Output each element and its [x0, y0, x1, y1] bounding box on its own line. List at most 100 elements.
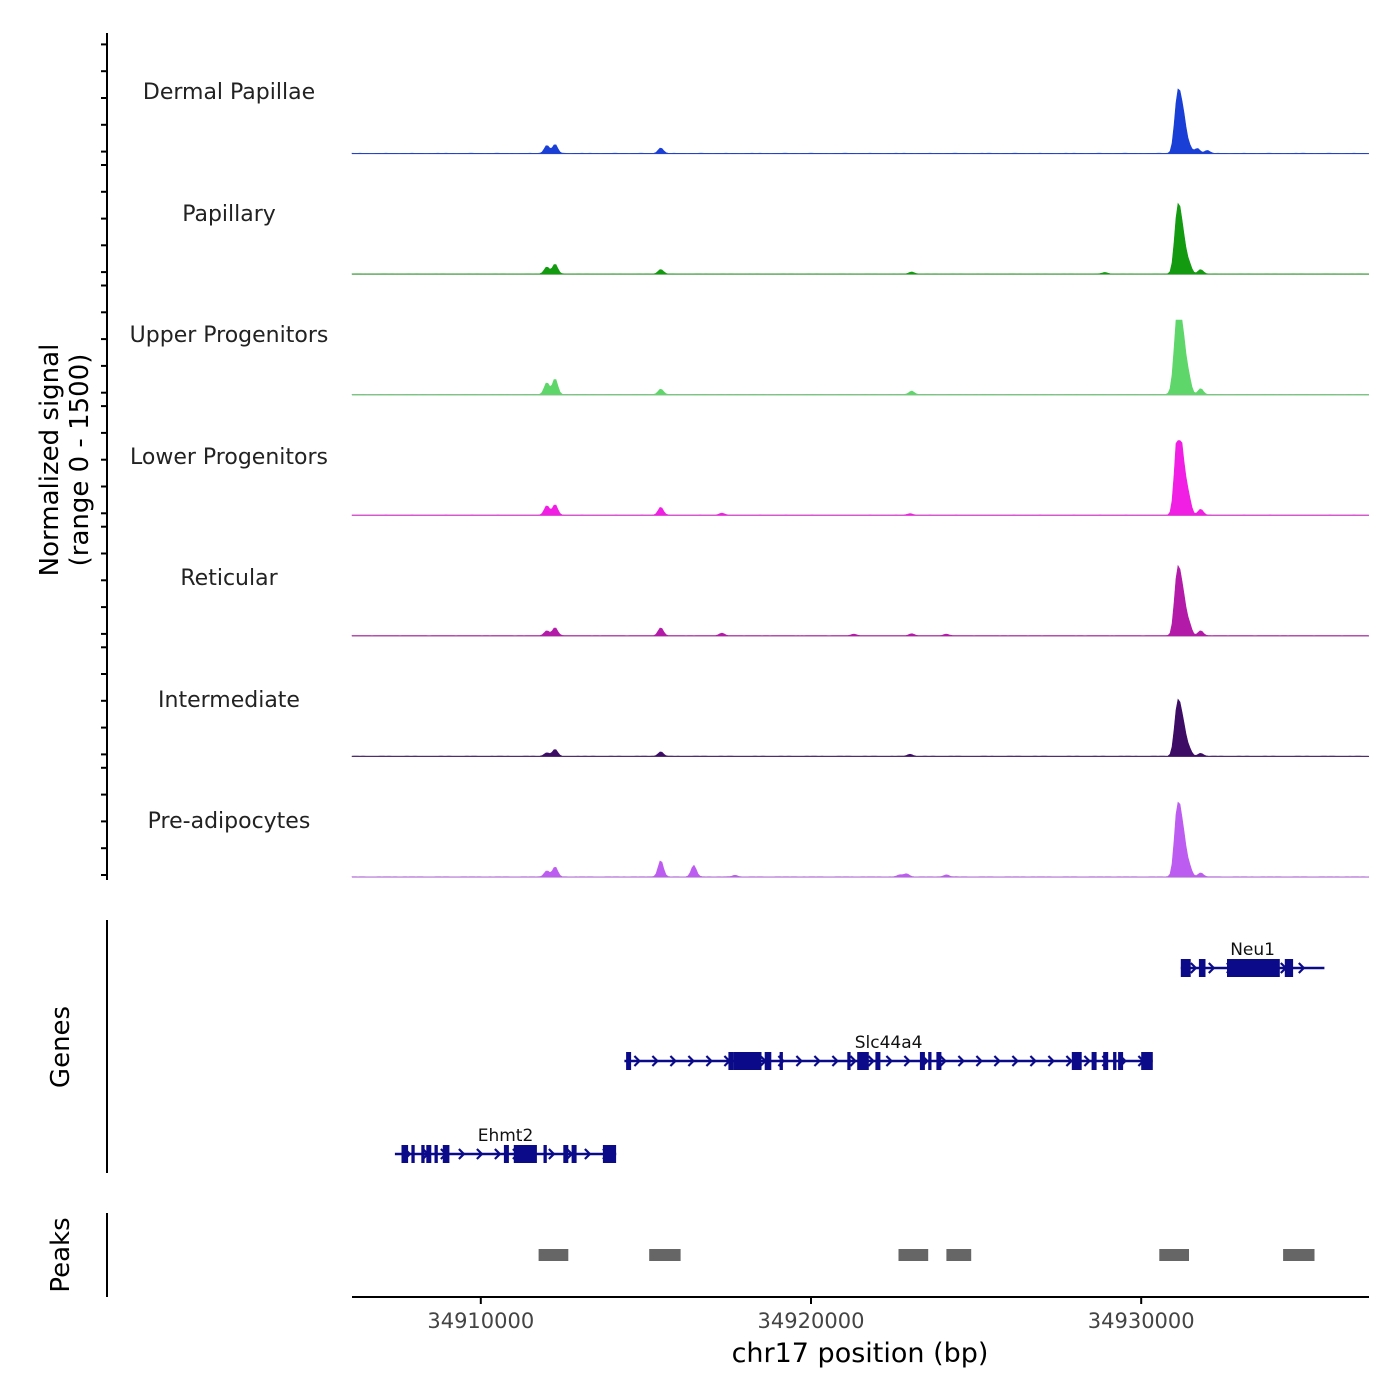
exon	[1180, 959, 1191, 977]
exon	[919, 1052, 925, 1070]
coverage-area-upper-progenitors	[351, 319, 1370, 395]
track-label-dermal-papillae: Dermal Papillae	[143, 80, 315, 105]
strand-arrow	[795, 1055, 803, 1067]
strand-arrow	[633, 1055, 641, 1067]
strand-arrow	[867, 1055, 875, 1067]
strand-arrow	[1065, 1055, 1073, 1067]
exon	[1118, 1052, 1124, 1070]
exon	[1091, 1052, 1097, 1070]
exon	[1141, 1052, 1153, 1070]
gene-slc44a4: Slc44a4	[624, 1033, 1153, 1070]
exon	[571, 1145, 577, 1163]
y-axis-title-line2: (range 0 - 1500)	[65, 354, 95, 567]
strand-arrow	[957, 1055, 965, 1067]
x-tick-label: 34930000	[1088, 1309, 1195, 1333]
genes-panel-label: Genes	[46, 1006, 76, 1088]
strand-arrow	[813, 1055, 821, 1067]
exon	[857, 1052, 869, 1070]
peak-region	[946, 1249, 972, 1261]
track-intermediate	[351, 698, 1370, 757]
gene-models: Neu1 Slc44a4 Ehmt2	[394, 940, 1325, 1163]
strand-arrow	[903, 1055, 911, 1067]
coverage-tracks	[351, 88, 1370, 878]
track-label-reticular: Reticular	[180, 566, 278, 591]
gene-label-slc44a4: Slc44a4	[855, 1033, 923, 1053]
track-dermal-papillae	[351, 88, 1370, 155]
exon	[1113, 1052, 1117, 1070]
track-label-intermediate: Intermediate	[158, 688, 300, 713]
strand-arrow	[939, 1055, 947, 1067]
track-labels: Dermal Papillae Papillary Upper Progenit…	[130, 80, 329, 834]
gene-ehmt2: Ehmt2	[394, 1126, 617, 1163]
gene-label-neu1: Neu1	[1230, 940, 1275, 960]
strand-arrow	[476, 1148, 484, 1160]
coverage-area-intermediate	[351, 698, 1370, 757]
exon	[513, 1145, 537, 1163]
strand-arrow	[975, 1055, 983, 1067]
x-axis-title: chr17 position (bp)	[732, 1338, 989, 1369]
coverage-area-papillary	[351, 202, 1370, 275]
strand-arrow	[849, 1055, 857, 1067]
track-reticular	[351, 564, 1370, 637]
strand-arrow	[1298, 962, 1306, 974]
strand-arrow	[584, 1148, 592, 1160]
exon	[626, 1052, 632, 1070]
x-tick-label: 34910000	[427, 1309, 534, 1333]
gene-neu1: Neu1	[1180, 940, 1325, 977]
strand-arrow	[548, 1148, 556, 1160]
exon	[847, 1052, 851, 1070]
track-label-lower-progenitors: Lower Progenitors	[130, 445, 328, 470]
x-axis-ticks: 34910000 34920000 34930000	[427, 1297, 1195, 1333]
exon	[728, 1052, 734, 1070]
coverage-area-lower-progenitors	[351, 440, 1370, 516]
track-upper-progenitors	[351, 319, 1370, 396]
strand-arrow	[1047, 1055, 1055, 1067]
exon	[1227, 959, 1280, 977]
exon	[1198, 959, 1206, 977]
x-tick-label: 34920000	[758, 1309, 865, 1333]
strand-arrow	[1011, 1055, 1019, 1067]
coverage-area-pre-adipocytes	[351, 801, 1370, 878]
gene-label-ehmt2: Ehmt2	[478, 1126, 534, 1146]
strand-arrow	[669, 1055, 677, 1067]
exon	[928, 1052, 932, 1070]
coverage-axis-ticks	[101, 43, 107, 876]
peak-region	[649, 1249, 681, 1261]
strand-arrow	[687, 1055, 695, 1067]
strand-arrow	[1083, 1055, 1091, 1067]
peak-region	[1159, 1249, 1189, 1261]
exon	[434, 1145, 438, 1163]
coverage-area-dermal-papillae	[351, 88, 1370, 154]
exon	[421, 1145, 425, 1163]
strand-arrow	[1208, 962, 1216, 974]
strand-arrow	[494, 1148, 502, 1160]
track-papillary	[351, 202, 1370, 275]
exon	[411, 1145, 415, 1163]
strand-arrow	[1029, 1055, 1037, 1067]
strand-arrow	[1190, 962, 1198, 974]
exon	[875, 1052, 881, 1070]
peak-region	[1283, 1249, 1315, 1261]
exon	[1071, 1052, 1082, 1070]
strand-arrow	[993, 1055, 1001, 1067]
peak-region	[538, 1249, 569, 1261]
track-label-pre-adipocytes: Pre-adipocytes	[148, 809, 311, 834]
track-pre-adipocytes	[351, 801, 1370, 878]
exon	[733, 1052, 762, 1070]
track-label-upper-progenitors: Upper Progenitors	[130, 323, 329, 348]
y-axis-title-line1: Normalized signal	[35, 344, 65, 577]
peaks-panel-label: Peaks	[46, 1217, 76, 1292]
exon	[563, 1145, 569, 1163]
exon	[1284, 959, 1294, 977]
strand-arrow	[705, 1055, 713, 1067]
track-label-papillary: Papillary	[182, 202, 276, 227]
exon	[779, 1052, 783, 1070]
exon	[503, 1145, 509, 1163]
strand-arrow	[831, 1055, 839, 1067]
exon	[1103, 1052, 1109, 1070]
track-lower-progenitors	[351, 440, 1370, 516]
coverage-area-reticular	[351, 564, 1370, 637]
exon	[764, 1052, 772, 1070]
y-axis-title: Normalized signal (range 0 - 1500)	[35, 344, 95, 577]
